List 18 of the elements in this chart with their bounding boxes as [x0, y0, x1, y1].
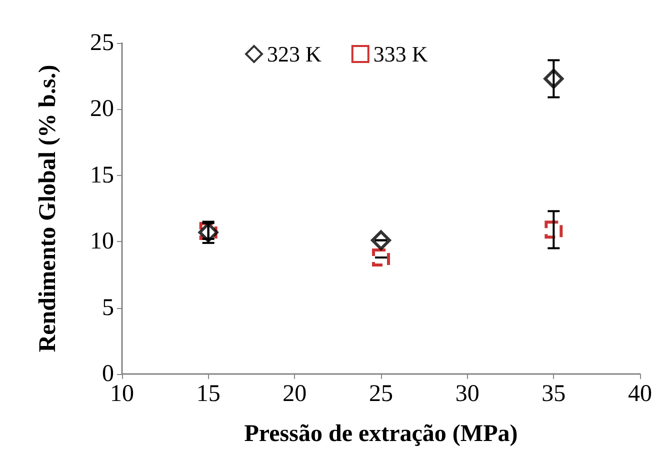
- y-tick-label: 25: [90, 30, 114, 56]
- point: [371, 230, 391, 250]
- point: [372, 248, 390, 266]
- x-tick-label: 30: [455, 381, 480, 407]
- y-tick-label: 20: [90, 96, 114, 122]
- x-axis-title: Pressão de extração (MPa): [244, 421, 518, 447]
- x-tick-label: 40: [628, 381, 652, 407]
- y-tick-label: 0: [102, 361, 114, 387]
- y-axis-title: Rendimento Global (% b.s.): [35, 64, 61, 352]
- legend-label: 333 K: [373, 42, 428, 66]
- x-tick-label: 25: [369, 381, 393, 407]
- x-tick-label: 15: [196, 381, 220, 407]
- legend-label: 323 K: [267, 42, 322, 66]
- y-tick-label: 5: [102, 294, 114, 321]
- x-tick-label: 35: [542, 381, 566, 407]
- y-tick-label: 15: [90, 162, 114, 188]
- x-tick-label: 20: [282, 381, 307, 407]
- y-tick-label: 10: [90, 228, 114, 255]
